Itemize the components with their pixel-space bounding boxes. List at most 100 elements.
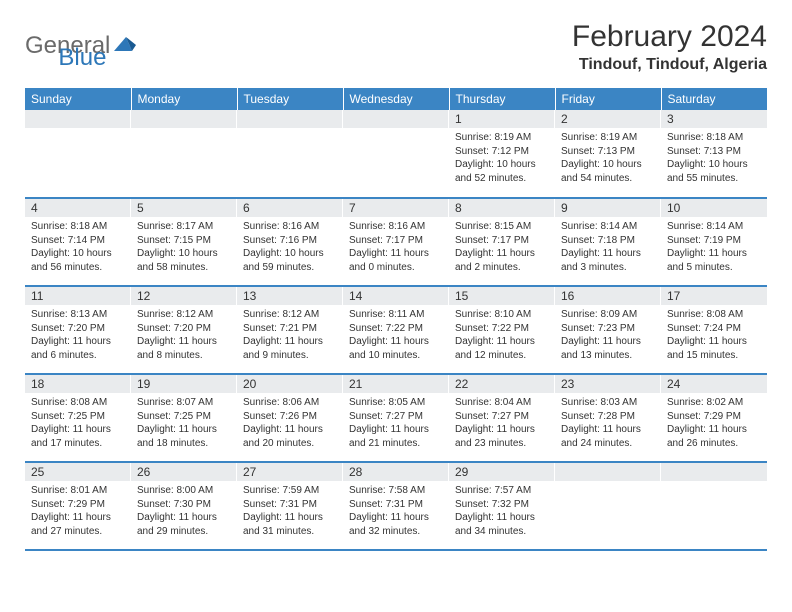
day-details: Sunrise: 7:57 AMSunset: 7:32 PMDaylight:… (449, 481, 555, 544)
day-number: 9 (555, 199, 661, 217)
day-details: Sunrise: 8:13 AMSunset: 7:20 PMDaylight:… (25, 305, 131, 368)
calendar-day-cell (237, 110, 343, 198)
sunrise-text: Sunrise: 7:59 AM (243, 484, 337, 498)
day-details: Sunrise: 8:15 AMSunset: 7:17 PMDaylight:… (449, 217, 555, 280)
weekday-header: Saturday (661, 88, 767, 110)
calendar-week-row: 11Sunrise: 8:13 AMSunset: 7:20 PMDayligh… (25, 286, 767, 374)
calendar-day-cell: 25Sunrise: 8:01 AMSunset: 7:29 PMDayligh… (25, 462, 131, 550)
day-details: Sunrise: 8:08 AMSunset: 7:25 PMDaylight:… (25, 393, 131, 456)
sunset-text: Sunset: 7:29 PM (31, 498, 125, 512)
weekday-header: Monday (131, 88, 237, 110)
daylight-text: Daylight: 11 hours and 34 minutes. (455, 511, 549, 538)
daylight-text: Daylight: 11 hours and 13 minutes. (561, 335, 655, 362)
sunset-text: Sunset: 7:26 PM (243, 410, 337, 424)
daylight-text: Daylight: 10 hours and 59 minutes. (243, 247, 337, 274)
daylight-text: Daylight: 11 hours and 27 minutes. (31, 511, 125, 538)
day-details: Sunrise: 8:16 AMSunset: 7:17 PMDaylight:… (343, 217, 449, 280)
sunset-text: Sunset: 7:30 PM (137, 498, 231, 512)
daylight-text: Daylight: 11 hours and 12 minutes. (455, 335, 549, 362)
calendar-day-cell: 8Sunrise: 8:15 AMSunset: 7:17 PMDaylight… (449, 198, 555, 286)
day-number: 23 (555, 375, 661, 393)
day-details: Sunrise: 8:08 AMSunset: 7:24 PMDaylight:… (661, 305, 767, 368)
day-details: Sunrise: 8:11 AMSunset: 7:22 PMDaylight:… (343, 305, 449, 368)
calendar-day-cell: 7Sunrise: 8:16 AMSunset: 7:17 PMDaylight… (343, 198, 449, 286)
daylight-text: Daylight: 11 hours and 15 minutes. (667, 335, 761, 362)
day-details: Sunrise: 8:19 AMSunset: 7:12 PMDaylight:… (449, 128, 555, 191)
day-number: 18 (25, 375, 131, 393)
daylight-text: Daylight: 11 hours and 6 minutes. (31, 335, 125, 362)
calendar-day-cell (25, 110, 131, 198)
day-details: Sunrise: 8:10 AMSunset: 7:22 PMDaylight:… (449, 305, 555, 368)
daylight-text: Daylight: 11 hours and 20 minutes. (243, 423, 337, 450)
day-number: 2 (555, 110, 661, 128)
calendar-day-cell: 11Sunrise: 8:13 AMSunset: 7:20 PMDayligh… (25, 286, 131, 374)
sunset-text: Sunset: 7:27 PM (349, 410, 443, 424)
daylight-text: Daylight: 11 hours and 23 minutes. (455, 423, 549, 450)
sunrise-text: Sunrise: 8:01 AM (31, 484, 125, 498)
calendar-week-row: 1Sunrise: 8:19 AMSunset: 7:12 PMDaylight… (25, 110, 767, 198)
day-number (343, 110, 449, 128)
calendar-day-cell: 5Sunrise: 8:17 AMSunset: 7:15 PMDaylight… (131, 198, 237, 286)
calendar-day-cell: 29Sunrise: 7:57 AMSunset: 7:32 PMDayligh… (449, 462, 555, 550)
daylight-text: Daylight: 11 hours and 29 minutes. (137, 511, 231, 538)
calendar-day-cell: 21Sunrise: 8:05 AMSunset: 7:27 PMDayligh… (343, 374, 449, 462)
day-number: 15 (449, 287, 555, 305)
day-details: Sunrise: 8:09 AMSunset: 7:23 PMDaylight:… (555, 305, 661, 368)
day-number: 27 (237, 463, 343, 481)
day-number: 25 (25, 463, 131, 481)
daylight-text: Daylight: 11 hours and 5 minutes. (667, 247, 761, 274)
sunset-text: Sunset: 7:25 PM (31, 410, 125, 424)
calendar-day-cell: 24Sunrise: 8:02 AMSunset: 7:29 PMDayligh… (661, 374, 767, 462)
day-number: 4 (25, 199, 131, 217)
calendar-day-cell: 17Sunrise: 8:08 AMSunset: 7:24 PMDayligh… (661, 286, 767, 374)
day-details (555, 481, 661, 490)
sunrise-text: Sunrise: 8:18 AM (31, 220, 125, 234)
day-number: 24 (661, 375, 767, 393)
day-details: Sunrise: 8:05 AMSunset: 7:27 PMDaylight:… (343, 393, 449, 456)
calendar-table: Sunday Monday Tuesday Wednesday Thursday… (25, 88, 767, 551)
day-details: Sunrise: 8:06 AMSunset: 7:26 PMDaylight:… (237, 393, 343, 456)
day-number: 28 (343, 463, 449, 481)
weekday-header: Thursday (449, 88, 555, 110)
day-number: 20 (237, 375, 343, 393)
day-details (661, 481, 767, 490)
month-title: February 2024 (572, 20, 767, 54)
day-details: Sunrise: 8:12 AMSunset: 7:21 PMDaylight:… (237, 305, 343, 368)
day-details: Sunrise: 8:01 AMSunset: 7:29 PMDaylight:… (25, 481, 131, 544)
calendar-day-cell: 9Sunrise: 8:14 AMSunset: 7:18 PMDaylight… (555, 198, 661, 286)
day-number: 12 (131, 287, 237, 305)
calendar-day-cell (131, 110, 237, 198)
calendar-day-cell: 12Sunrise: 8:12 AMSunset: 7:20 PMDayligh… (131, 286, 237, 374)
sunrise-text: Sunrise: 7:57 AM (455, 484, 549, 498)
logo: General Blue (25, 20, 106, 72)
day-number: 11 (25, 287, 131, 305)
calendar-day-cell: 6Sunrise: 8:16 AMSunset: 7:16 PMDaylight… (237, 198, 343, 286)
day-number: 13 (237, 287, 343, 305)
calendar-day-cell: 1Sunrise: 8:19 AMSunset: 7:12 PMDaylight… (449, 110, 555, 198)
day-number (237, 110, 343, 128)
day-details: Sunrise: 8:17 AMSunset: 7:15 PMDaylight:… (131, 217, 237, 280)
sunrise-text: Sunrise: 8:10 AM (455, 308, 549, 322)
sunrise-text: Sunrise: 8:06 AM (243, 396, 337, 410)
sunrise-text: Sunrise: 8:04 AM (455, 396, 549, 410)
logo-text-blue: Blue (58, 44, 106, 72)
weekday-header: Friday (555, 88, 661, 110)
calendar-day-cell: 23Sunrise: 8:03 AMSunset: 7:28 PMDayligh… (555, 374, 661, 462)
sunrise-text: Sunrise: 8:13 AM (31, 308, 125, 322)
daylight-text: Daylight: 10 hours and 55 minutes. (667, 158, 761, 185)
weekday-header: Wednesday (343, 88, 449, 110)
daylight-text: Daylight: 11 hours and 18 minutes. (137, 423, 231, 450)
day-details (25, 128, 131, 137)
day-number: 29 (449, 463, 555, 481)
day-details: Sunrise: 8:18 AMSunset: 7:14 PMDaylight:… (25, 217, 131, 280)
daylight-text: Daylight: 11 hours and 8 minutes. (137, 335, 231, 362)
calendar-day-cell (343, 110, 449, 198)
sunset-text: Sunset: 7:19 PM (667, 234, 761, 248)
day-number: 8 (449, 199, 555, 217)
sunrise-text: Sunrise: 8:12 AM (243, 308, 337, 322)
sunrise-text: Sunrise: 8:07 AM (137, 396, 231, 410)
day-details: Sunrise: 8:12 AMSunset: 7:20 PMDaylight:… (131, 305, 237, 368)
day-details: Sunrise: 8:19 AMSunset: 7:13 PMDaylight:… (555, 128, 661, 191)
day-number: 10 (661, 199, 767, 217)
daylight-text: Daylight: 11 hours and 2 minutes. (455, 247, 549, 274)
